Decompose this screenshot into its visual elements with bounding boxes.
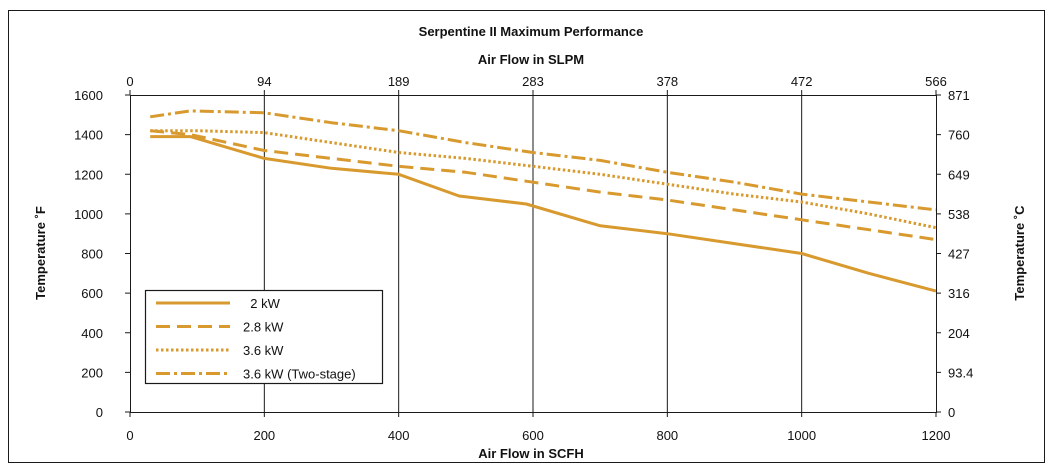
x-top-tick-label: 566 <box>925 74 947 89</box>
legend-label: 2.8 kW <box>243 320 284 335</box>
y-tick-label: 1000 <box>74 207 103 222</box>
x-tick-label: 600 <box>522 428 544 443</box>
y-tick-label: 0 <box>96 405 103 420</box>
y-tick-label: 1600 <box>74 88 103 103</box>
legend: 2 kW 2.8 kW 3.6 kW 3.6 kW (Two-stage) <box>144 289 384 385</box>
y-right-tick-label: 649 <box>948 167 970 182</box>
y-right-tick-label: 871 <box>948 88 970 103</box>
y-tick-label: 800 <box>81 247 103 262</box>
legend-label: 3.6 kW <box>243 343 284 358</box>
x-top-tick-label: 94 <box>257 74 271 89</box>
y-tick-label: 600 <box>81 286 103 301</box>
y-right-axis-title: Temperature ˚C <box>1012 205 1027 301</box>
series-line-3-6-kw-two-stage <box>149 109 937 212</box>
y-tick-label: 200 <box>81 365 103 380</box>
y-tick-label: 1200 <box>74 167 103 182</box>
x-top-tick-label: 189 <box>388 74 410 89</box>
x-top-axis-title: Air Flow in SLPM <box>478 52 584 67</box>
legend-label: 3.6 kW (Two-stage) <box>243 367 356 382</box>
y-right-tick-label: 760 <box>948 128 970 143</box>
x-tick-label: 1200 <box>922 428 951 443</box>
y-right-tick-label: 93.4 <box>948 365 973 380</box>
chart-title: Serpentine II Maximum Performance <box>419 24 644 39</box>
outer-border <box>8 10 1045 463</box>
x-top-tick-label: 378 <box>656 74 678 89</box>
series-line-3-6-kw <box>150 129 937 230</box>
x-top-tick-label: 472 <box>791 74 813 89</box>
y-right-tick-label: 0 <box>948 405 955 420</box>
series-line-2-8-kw <box>150 129 937 242</box>
y-right-tick-label: 316 <box>948 286 970 301</box>
legend-label: 2 kW <box>243 296 281 311</box>
x-tick-label: 800 <box>656 428 678 443</box>
ticks: 0 0 200 94 400 189 600 283 800 378 1000 472 1200 566 0… <box>74 74 973 443</box>
x-axis-title: Air Flow in SCFH <box>478 446 583 461</box>
x-top-tick-label: 0 <box>126 74 133 89</box>
y-right-tick-label: 204 <box>948 326 970 341</box>
x-tick-label: 200 <box>253 428 275 443</box>
x-top-tick-label: 283 <box>522 74 544 89</box>
y-axis-title: Temperature ˚F <box>33 206 48 300</box>
x-tick-label: 0 <box>126 428 133 443</box>
series-layer <box>149 109 937 293</box>
legend-box <box>144 289 384 385</box>
y-right-tick-label: 427 <box>948 247 970 262</box>
y-tick-label: 400 <box>81 326 103 341</box>
y-tick-label: 1400 <box>74 128 103 143</box>
x-tick-label: 1000 <box>787 428 816 443</box>
x-tick-label: 400 <box>388 428 410 443</box>
series-line-2-kw <box>150 135 937 293</box>
y-right-tick-label: 538 <box>948 207 970 222</box>
